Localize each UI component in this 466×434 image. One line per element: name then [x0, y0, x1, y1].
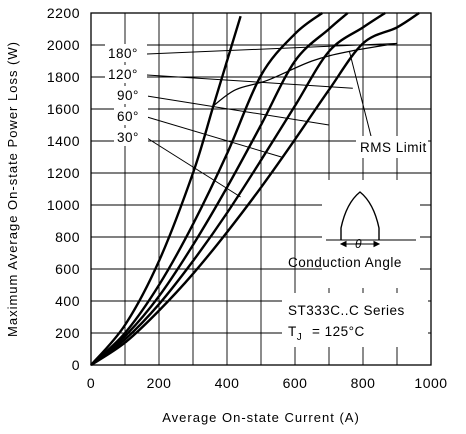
- leader-line: [146, 137, 241, 198]
- series-curves: [90, 11, 420, 367]
- x-tick-label: 0: [87, 375, 95, 391]
- y-tick-label: 200: [55, 325, 80, 341]
- sine-pulse-icon: [340, 191, 380, 240]
- series-line-2: [90, 12, 349, 366]
- theta-symbol: θ: [355, 237, 362, 251]
- y-tick-label: 800: [55, 229, 80, 245]
- leader-line: [146, 116, 282, 158]
- curve-leader-lines: [146, 42, 398, 198]
- curve-label-120: 120°: [108, 67, 138, 82]
- series-line-3: [90, 12, 323, 366]
- y-tick-label: 2200: [47, 5, 80, 21]
- curve-label-30: 30°: [117, 130, 139, 145]
- angle-arrow-heads: [339, 240, 381, 248]
- y-tick-label: 0: [72, 357, 80, 373]
- plot-frame: [90, 12, 432, 366]
- y-tick-label: 1200: [47, 165, 80, 181]
- y-tick-label: 600: [55, 261, 80, 277]
- x-tick-label: 600: [283, 375, 308, 391]
- label-backgrounds: [105, 44, 428, 347]
- series-line-1: [90, 11, 386, 366]
- rms-limit-label: RMS Limit: [360, 140, 427, 155]
- x-tick-labels: 0 200 400 600 800 1000: [87, 375, 447, 391]
- tj-value: = 125°C: [312, 324, 365, 339]
- x-tick-label: 1000: [414, 375, 447, 391]
- y-tick-labels: 0 200 400 600 800 1000 1200 1400 1600 1800 2000 220…: [47, 5, 80, 373]
- curve-label-90: 90°: [117, 88, 139, 103]
- conduction-angle-inset: θ Conduction Angle: [288, 191, 416, 270]
- y-tick-label: 1800: [47, 69, 80, 85]
- rms-limit-line: [213, 42, 398, 107]
- x-tick-label: 400: [215, 375, 240, 391]
- curve-label-60: 60°: [117, 109, 139, 124]
- conduction-angle-label: Conduction Angle: [288, 255, 402, 270]
- x-axis-label: Average On-state Current (A): [162, 410, 360, 425]
- series-line-4: [90, 15, 242, 366]
- series-line-0: [90, 11, 420, 367]
- y-tick-label: 400: [55, 293, 80, 309]
- curve-label-180: 180°: [108, 46, 138, 61]
- series-label: ST333C..C Series: [288, 303, 405, 318]
- leader-line: [146, 74, 353, 89]
- y-tick-label: 2000: [47, 37, 80, 53]
- rms-leader-line: [348, 51, 373, 141]
- y-tick-label: 1600: [47, 101, 80, 117]
- y-tick-label: 1400: [47, 133, 80, 149]
- leader-line: [146, 95, 330, 126]
- y-axis-label: Maximum Average On-state Power Loss (W): [5, 41, 20, 337]
- leader-line: [146, 42, 398, 55]
- x-tick-label: 800: [351, 375, 376, 391]
- y-tick-label: 1000: [47, 197, 80, 213]
- x-tick-label: 200: [147, 375, 172, 391]
